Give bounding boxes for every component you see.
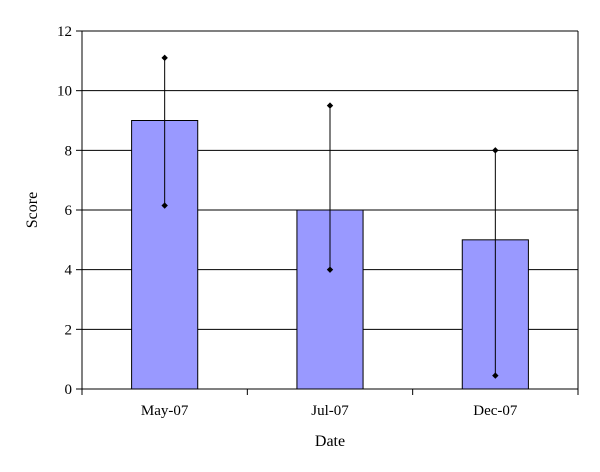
- x-tick-label-jul-07: Jul-07: [311, 403, 349, 419]
- error-marker-low-jul-07: [326, 266, 334, 273]
- axes: [76, 30, 579, 395]
- error-bars: [161, 54, 499, 379]
- error-marker-high-may-07: [161, 54, 168, 62]
- y-tick-label-10: 10: [57, 84, 72, 100]
- y-tick-label-6: 6: [65, 203, 73, 219]
- y-tick-label-0: 0: [65, 382, 73, 398]
- y-tick-label-12: 12: [57, 24, 72, 40]
- x-axis-title: Date: [315, 433, 345, 450]
- x-tick-label-dec-07: Dec-07: [473, 403, 518, 419]
- y-tick-label-2: 2: [65, 322, 73, 338]
- x-tick-label-may-07: May-07: [141, 403, 189, 419]
- error-marker-low-dec-07: [492, 372, 499, 379]
- y-tick-label-8: 8: [65, 143, 73, 159]
- y-axis-title: Score: [24, 192, 41, 228]
- error-marker-low-may-07: [161, 202, 168, 209]
- y-tick-labels: 0 2 4 6 8 10 12: [57, 24, 73, 398]
- y-tick-label-4: 4: [65, 263, 73, 279]
- error-marker-high-dec-07: [492, 147, 499, 154]
- x-tick-labels: May-07 Jul-07 Dec-07: [141, 403, 518, 419]
- error-marker-high-jul-07: [326, 102, 334, 109]
